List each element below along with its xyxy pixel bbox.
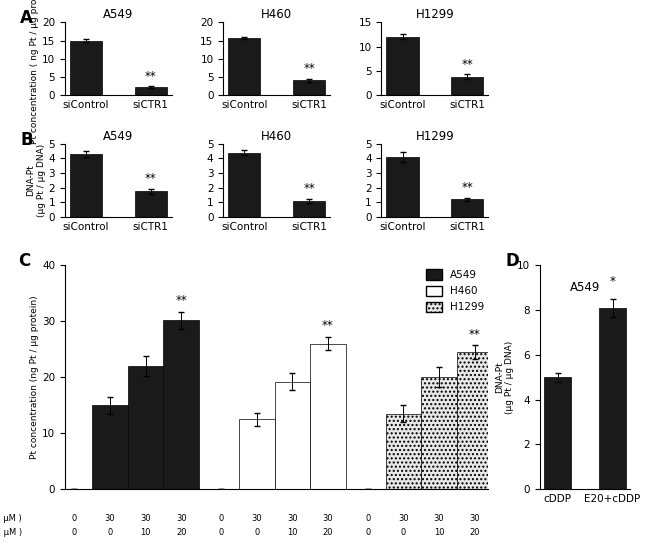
- Text: A: A: [20, 9, 33, 27]
- Bar: [386, 37, 419, 96]
- Text: 30: 30: [105, 514, 115, 523]
- Y-axis label: Pt concentration ( ng Pt / μg protein ): Pt concentration ( ng Pt / μg protein ): [31, 0, 39, 143]
- Text: 0: 0: [218, 514, 224, 523]
- Text: **: **: [145, 70, 157, 83]
- Text: **: **: [322, 320, 334, 332]
- Y-axis label: DNA-Pt
(μg Pt / μg DNA): DNA-Pt (μg Pt / μg DNA): [27, 144, 46, 217]
- Bar: [451, 77, 484, 96]
- Text: **: **: [145, 172, 157, 186]
- Text: D: D: [505, 252, 519, 270]
- Text: 0: 0: [365, 528, 370, 537]
- Bar: [135, 191, 167, 217]
- Bar: [239, 419, 274, 489]
- Text: 30: 30: [252, 514, 262, 523]
- Text: 0: 0: [218, 528, 224, 537]
- Text: 30: 30: [434, 514, 445, 523]
- Text: **: **: [462, 58, 473, 71]
- Text: 10: 10: [287, 528, 298, 537]
- Legend: A549, H460, H1299: A549, H460, H1299: [422, 265, 488, 316]
- Text: **: **: [469, 328, 480, 341]
- Bar: [386, 157, 419, 217]
- Bar: [70, 154, 102, 217]
- Bar: [451, 200, 484, 217]
- Text: 10: 10: [140, 528, 151, 537]
- Text: B: B: [20, 131, 32, 148]
- Text: 0: 0: [254, 528, 259, 537]
- Bar: [385, 414, 421, 489]
- Bar: [164, 320, 199, 489]
- Bar: [293, 80, 325, 96]
- Text: **: **: [462, 181, 473, 194]
- Text: 20: 20: [323, 528, 333, 537]
- Y-axis label: DNA-Pt
(μg Pt / μg DNA): DNA-Pt (μg Pt / μg DNA): [495, 341, 514, 414]
- Text: **: **: [176, 294, 187, 307]
- Text: 20: 20: [176, 528, 187, 537]
- Title: H460: H460: [261, 8, 292, 21]
- Title: H1299: H1299: [415, 8, 454, 21]
- Title: A549: A549: [103, 8, 134, 21]
- Text: A549: A549: [570, 281, 601, 294]
- Bar: [228, 38, 261, 96]
- Text: C: C: [18, 252, 31, 270]
- Text: cDDP ( μM ): cDDP ( μM ): [0, 514, 21, 523]
- Text: 20: 20: [469, 528, 480, 537]
- Bar: [599, 308, 627, 489]
- Text: 0: 0: [365, 514, 370, 523]
- Bar: [92, 405, 128, 489]
- Bar: [70, 41, 102, 96]
- Title: H460: H460: [261, 130, 292, 142]
- Bar: [544, 378, 571, 489]
- Title: H1299: H1299: [415, 130, 454, 142]
- Text: 30: 30: [140, 514, 151, 523]
- Text: 30: 30: [469, 514, 480, 523]
- Bar: [228, 152, 261, 217]
- Bar: [135, 87, 167, 96]
- Text: 30: 30: [322, 514, 333, 523]
- Bar: [293, 201, 325, 217]
- Bar: [421, 378, 457, 489]
- Text: *: *: [610, 275, 616, 287]
- Text: 0: 0: [72, 528, 77, 537]
- Text: 30: 30: [287, 514, 298, 523]
- Bar: [310, 344, 346, 489]
- Text: 0: 0: [107, 528, 112, 537]
- Y-axis label: Pt concentration (ng Pt / μg protein): Pt concentration (ng Pt / μg protein): [31, 295, 40, 459]
- Text: 10: 10: [434, 528, 445, 537]
- Bar: [457, 352, 493, 489]
- Text: 30: 30: [176, 514, 187, 523]
- Bar: [274, 382, 310, 489]
- Text: 0: 0: [72, 514, 77, 523]
- Text: **: **: [303, 62, 315, 75]
- Text: 0: 0: [401, 528, 406, 537]
- Text: EGCG ( μM ): EGCG ( μM ): [0, 528, 21, 537]
- Title: A549: A549: [103, 130, 134, 142]
- Text: 30: 30: [398, 514, 409, 523]
- Bar: [128, 366, 164, 489]
- Text: **: **: [303, 182, 315, 196]
